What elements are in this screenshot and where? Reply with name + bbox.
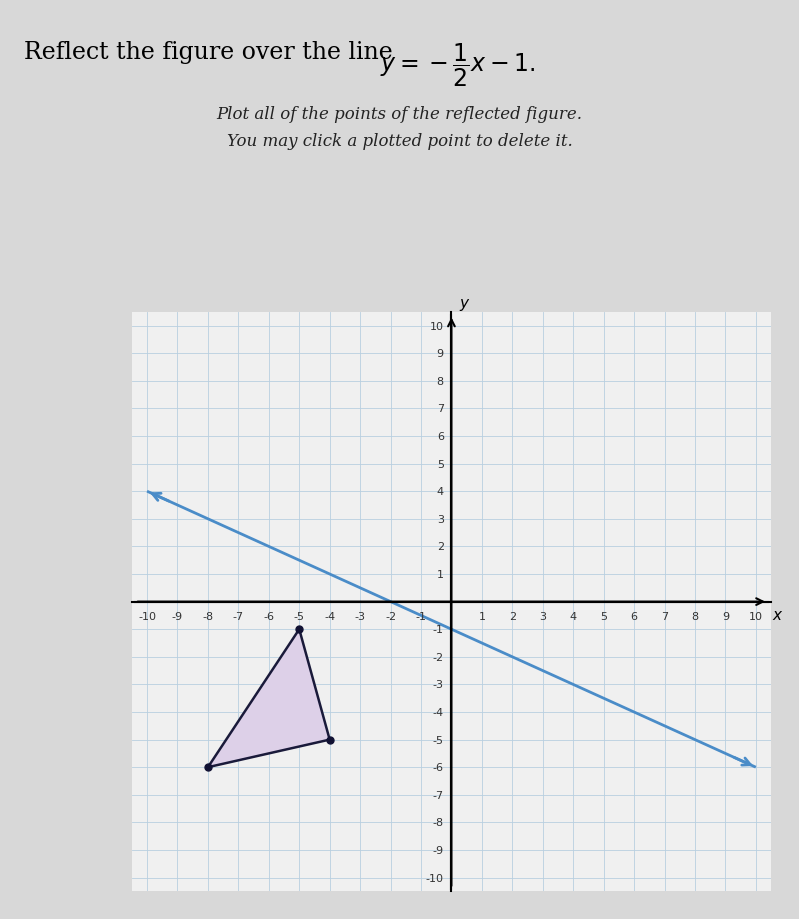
Polygon shape bbox=[208, 630, 330, 767]
Text: 8: 8 bbox=[437, 377, 443, 386]
Text: 2: 2 bbox=[509, 612, 516, 621]
Text: -6: -6 bbox=[264, 612, 274, 621]
Text: 9: 9 bbox=[721, 612, 729, 621]
Text: 6: 6 bbox=[437, 432, 443, 441]
Text: 2: 2 bbox=[437, 542, 443, 551]
Text: -1: -1 bbox=[433, 625, 443, 634]
Text: -8: -8 bbox=[433, 818, 443, 827]
Text: 3: 3 bbox=[539, 612, 547, 621]
Text: -7: -7 bbox=[433, 790, 443, 800]
Text: 4: 4 bbox=[437, 487, 443, 496]
Text: -3: -3 bbox=[433, 680, 443, 689]
Text: -7: -7 bbox=[233, 612, 244, 621]
Text: y: y bbox=[459, 296, 468, 311]
Text: 4: 4 bbox=[570, 612, 577, 621]
Text: 9: 9 bbox=[437, 349, 443, 358]
Text: -5: -5 bbox=[294, 612, 304, 621]
Text: 8: 8 bbox=[691, 612, 698, 621]
Text: -10: -10 bbox=[138, 612, 156, 621]
Text: 1: 1 bbox=[437, 570, 443, 579]
Text: 5: 5 bbox=[600, 612, 607, 621]
Text: 6: 6 bbox=[630, 612, 638, 621]
Text: -2: -2 bbox=[385, 612, 396, 621]
Text: 7: 7 bbox=[437, 404, 443, 414]
Text: 10: 10 bbox=[430, 322, 443, 331]
Text: -8: -8 bbox=[202, 612, 213, 621]
Text: $y = -\dfrac{1}{2}x - 1.$: $y = -\dfrac{1}{2}x - 1.$ bbox=[380, 41, 535, 88]
Text: -5: -5 bbox=[433, 735, 443, 744]
Text: 3: 3 bbox=[437, 515, 443, 524]
Text: -6: -6 bbox=[433, 763, 443, 772]
Text: -9: -9 bbox=[172, 612, 183, 621]
Text: 5: 5 bbox=[437, 460, 443, 469]
Text: 7: 7 bbox=[661, 612, 668, 621]
Text: You may click a plotted point to delete it.: You may click a plotted point to delete … bbox=[227, 133, 572, 150]
Text: 1: 1 bbox=[479, 612, 485, 621]
Text: -4: -4 bbox=[324, 612, 336, 621]
Text: Reflect the figure over the line: Reflect the figure over the line bbox=[24, 41, 400, 64]
Text: -3: -3 bbox=[355, 612, 366, 621]
Text: -10: -10 bbox=[426, 873, 443, 882]
Text: -9: -9 bbox=[433, 845, 443, 855]
Text: -4: -4 bbox=[433, 708, 443, 717]
Text: 10: 10 bbox=[749, 612, 763, 621]
Text: Plot all of the points of the reflected figure.: Plot all of the points of the reflected … bbox=[217, 106, 582, 122]
Text: -1: -1 bbox=[415, 612, 427, 621]
Text: x: x bbox=[773, 607, 781, 622]
Text: -2: -2 bbox=[433, 652, 443, 662]
